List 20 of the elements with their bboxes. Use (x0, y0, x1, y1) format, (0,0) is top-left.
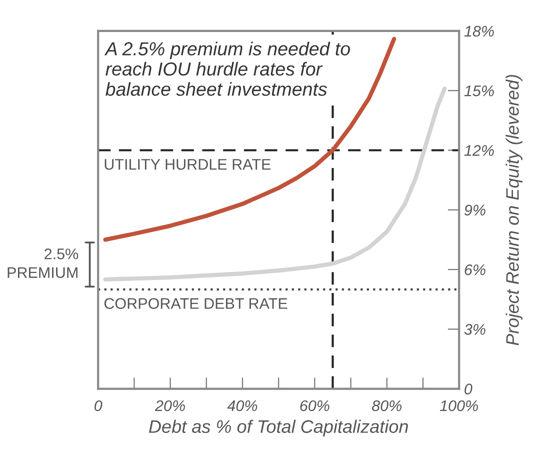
text: 2.5% PREMIUM (8, 248, 78, 278)
y-tick-label: 3% (464, 324, 486, 335)
y-tick-label: 0 (464, 384, 472, 394)
x-tick-label: 60% (300, 400, 330, 412)
y-tick-label: 18% (464, 26, 494, 37)
ref-line-label: CORPORATE DEBT RATE (104, 298, 288, 309)
y-tick-label: 15% (464, 86, 494, 96)
y-tick-label: 6% (464, 264, 486, 276)
x-tick-label: 40% (227, 400, 258, 412)
x-tick-label: 20% (154, 400, 185, 412)
line-series (103, 36, 396, 242)
y-axis-title: Project Return on Equity (levered) (506, 74, 522, 346)
y-tick-label: 12% (464, 145, 494, 156)
y-tick-label: 9% (464, 204, 486, 216)
x-axis-title: Debt as % of Total Capitalization (149, 420, 408, 437)
ref-line-label: UTILITY HURDLE RATE (104, 159, 271, 170)
x-tick-label: 80% (372, 400, 402, 412)
x-tick-label: 100% (440, 400, 478, 412)
annotation: A 2.5% premium is needed to reach IOU hurdle rates for balance sheet investments (104, 42, 350, 96)
x-tick-label: 0 (94, 400, 102, 412)
